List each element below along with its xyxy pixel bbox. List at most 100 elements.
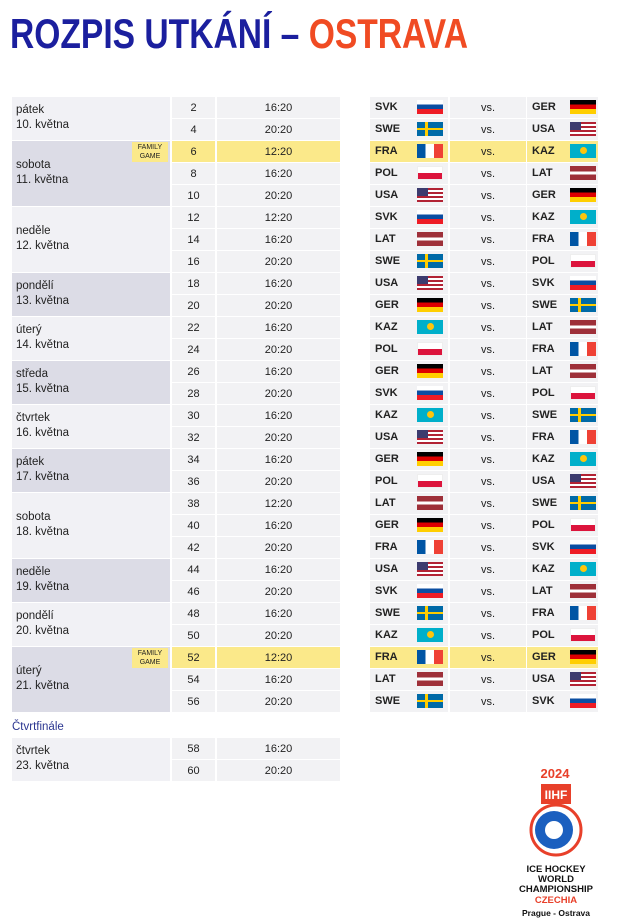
- flag: [570, 144, 596, 158]
- vs: vs.: [450, 141, 526, 162]
- flag: [570, 386, 596, 400]
- home-cell: KAZ: [370, 405, 448, 426]
- home-cell: LAT: [370, 669, 448, 690]
- day-date: 14. května: [16, 338, 70, 351]
- family-label: FAMILY: [137, 144, 163, 151]
- home-cell: LAT: [370, 229, 448, 250]
- flag: [417, 518, 443, 532]
- day-name: sobota: [16, 158, 51, 171]
- team-code: LAT: [375, 673, 396, 685]
- team-code: USA: [532, 475, 556, 487]
- away-cell: POL: [527, 515, 598, 536]
- flag: [417, 650, 443, 664]
- flag: [417, 628, 443, 642]
- team-code: FRA: [375, 145, 398, 157]
- team-code: LAT: [532, 321, 553, 333]
- day-name: sobota: [16, 510, 51, 523]
- flag: [570, 694, 596, 708]
- vs: vs.: [450, 669, 526, 690]
- game-time: 20:20: [217, 625, 340, 646]
- team-code: FRA: [375, 651, 398, 663]
- flag: [417, 364, 443, 378]
- team-code: POL: [532, 629, 555, 641]
- team-code: SWE: [375, 695, 401, 707]
- vs: vs.: [450, 493, 526, 514]
- team-code: USA: [375, 563, 399, 575]
- day-date: 12. května: [16, 239, 70, 252]
- flag: [570, 408, 596, 422]
- day-name: čtvrtek: [16, 744, 50, 757]
- flag: [417, 210, 443, 224]
- vs: vs.: [450, 273, 526, 294]
- away-cell: FRA: [527, 603, 598, 624]
- day-name: úterý: [16, 323, 42, 336]
- day-name: neděle: [16, 224, 51, 237]
- team-code: KAZ: [532, 145, 555, 157]
- away-cell: USA: [527, 119, 598, 140]
- vs: vs.: [450, 647, 526, 668]
- flag: [417, 386, 443, 400]
- away-cell: LAT: [527, 163, 598, 184]
- logo-line: ICE HOCKEY: [526, 864, 586, 875]
- home-cell: FRA: [370, 647, 448, 668]
- vs: vs.: [450, 405, 526, 426]
- game-time: 20:20: [217, 581, 340, 602]
- away-cell: SVK: [527, 537, 598, 558]
- flag: [570, 430, 596, 444]
- game-time: 20:20: [217, 427, 340, 448]
- day-date: 19. května: [16, 580, 70, 593]
- city: OSTRAVA: [308, 10, 468, 57]
- game-time: 16:20: [217, 163, 340, 184]
- day-cell: neděle 12. května: [12, 207, 170, 272]
- team-code: LAT: [532, 585, 553, 597]
- game-number: 24: [172, 339, 215, 360]
- home-cell: USA: [370, 273, 448, 294]
- game-number: 14: [172, 229, 215, 250]
- flag: [417, 254, 443, 268]
- away-cell: POL: [527, 251, 598, 272]
- vs: vs.: [450, 251, 526, 272]
- game-time: 16:20: [217, 317, 340, 338]
- game-time: 20:20: [217, 185, 340, 206]
- flag: [417, 606, 443, 620]
- game-number: 4: [172, 119, 215, 140]
- away-cell: POL: [527, 383, 598, 404]
- team-code: SVK: [375, 211, 398, 223]
- family-label: GAME: [139, 659, 161, 666]
- game-time: 20:20: [217, 760, 340, 781]
- flag: [417, 122, 443, 136]
- game-time: 16:20: [217, 97, 340, 118]
- away-cell: LAT: [527, 317, 598, 338]
- logo-block: [541, 784, 571, 804]
- logo-brand: IIHF: [545, 788, 568, 802]
- home-cell: KAZ: [370, 625, 448, 646]
- team-code: LAT: [375, 497, 396, 509]
- team-code: FRA: [532, 431, 555, 443]
- flag: [570, 232, 596, 246]
- day-name: neděle: [16, 565, 51, 578]
- vs: vs.: [450, 691, 526, 712]
- team-code: KAZ: [532, 563, 555, 575]
- game-number: 52: [172, 647, 215, 668]
- game-number: 26: [172, 361, 215, 382]
- vs: vs.: [450, 339, 526, 360]
- team-code: SVK: [375, 387, 398, 399]
- day-date: 17. května: [16, 470, 70, 483]
- game-number: 10: [172, 185, 215, 206]
- flag: [570, 562, 596, 576]
- team-code: SWE: [375, 123, 401, 135]
- day-name: středa: [16, 367, 48, 380]
- team-code: GER: [375, 299, 399, 311]
- home-cell: SWE: [370, 691, 448, 712]
- vs: vs.: [450, 471, 526, 492]
- flag: [570, 518, 596, 532]
- home-cell: GER: [370, 295, 448, 316]
- flag: [570, 364, 596, 378]
- team-code: SVK: [532, 277, 555, 289]
- home-cell: GER: [370, 361, 448, 382]
- header: ROZPIS UTKÁNÍ – OSTRAVA: [10, 10, 468, 58]
- game-number: 54: [172, 669, 215, 690]
- flag: [417, 430, 443, 444]
- flag: [570, 496, 596, 510]
